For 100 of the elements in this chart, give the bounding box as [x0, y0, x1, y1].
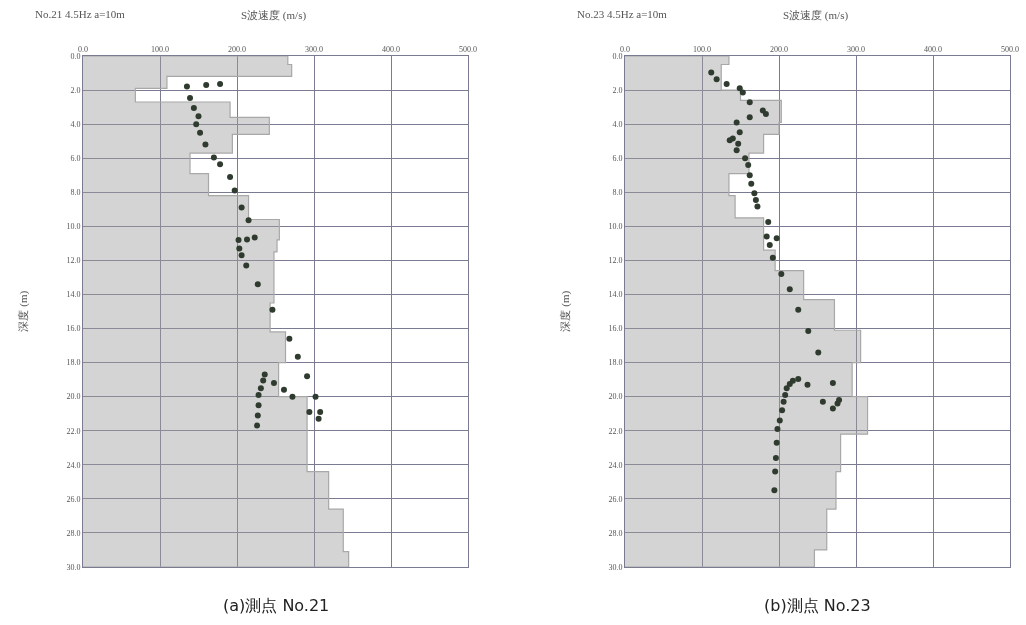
x-tick-label: 400.0 — [924, 44, 942, 54]
point — [254, 281, 261, 288]
point — [708, 69, 715, 76]
x-tick-label: 200.0 — [228, 44, 246, 54]
point — [773, 235, 780, 242]
y-tick-label: 22.0 — [608, 426, 623, 436]
point — [805, 328, 812, 335]
point — [752, 196, 759, 203]
x-tick-label: 300.0 — [305, 44, 323, 54]
y-tick-label: 26.0 — [66, 494, 81, 504]
point — [815, 349, 822, 356]
point — [739, 89, 746, 96]
point — [315, 415, 322, 422]
text: (b)測点 No.23 — [764, 596, 871, 615]
point — [238, 204, 245, 211]
point — [783, 385, 790, 392]
point — [786, 286, 793, 293]
y-tick-label: 8.0 — [70, 188, 81, 198]
x-tick-label: 400.0 — [382, 44, 400, 54]
point — [257, 385, 264, 392]
point — [183, 83, 190, 90]
x-axis-title: S波速度 (m/s) — [783, 9, 849, 22]
y-tick-label: 6.0 — [612, 154, 623, 163]
point — [751, 190, 758, 197]
y-tick-label: 22.0 — [66, 426, 81, 436]
y-tick-label: 10.0 — [66, 222, 81, 232]
x-tick-label: 100.0 — [151, 44, 169, 54]
point — [795, 376, 802, 383]
point — [187, 95, 194, 102]
point — [270, 380, 277, 387]
x-tick-label: 500.0 — [1001, 44, 1019, 54]
point — [312, 393, 319, 400]
point — [769, 254, 776, 261]
y-tick-label: 30.0 — [66, 562, 81, 572]
point — [804, 381, 811, 388]
x-axis-title: S波速度 (m/s) — [241, 9, 307, 22]
y-tick-label: 12.0 — [66, 256, 81, 266]
y-tick-label: 12.0 — [608, 256, 623, 266]
point — [795, 306, 802, 313]
point — [238, 252, 245, 259]
point — [306, 409, 313, 415]
x-tick-label: 500.0 — [459, 44, 477, 54]
y-tick-label: 6.0 — [70, 154, 81, 163]
point — [713, 76, 720, 83]
point — [217, 161, 224, 168]
point — [236, 245, 243, 252]
y-tick-label: 0.0 — [612, 51, 623, 61]
point — [780, 398, 787, 405]
y-tick-label: 2.0 — [612, 85, 623, 95]
point — [254, 412, 261, 419]
point — [197, 129, 204, 136]
point — [782, 391, 789, 398]
y-tick-label: 30.0 — [608, 562, 623, 572]
point — [202, 141, 209, 148]
point — [779, 407, 786, 414]
point — [317, 409, 324, 415]
y-tick-label: 18.0 — [66, 358, 81, 368]
y-tick-label: 14.0 — [608, 290, 623, 300]
point — [733, 119, 740, 126]
point — [261, 371, 268, 378]
point — [772, 454, 779, 461]
point — [286, 335, 293, 342]
y-tick-label: 14.0 — [66, 290, 81, 300]
y-tick-label: 28.0 — [608, 528, 623, 538]
point — [735, 140, 742, 147]
y-tick-label: 24.0 — [66, 460, 81, 470]
y-tick-label: 18.0 — [608, 358, 623, 368]
point — [819, 398, 826, 405]
point — [294, 353, 301, 360]
x-tick-label: 0.0 — [620, 44, 630, 54]
point — [195, 113, 202, 120]
y-tick-label: 4.0 — [612, 119, 623, 129]
point — [786, 381, 793, 388]
chart-title: No.23 4.5Hz a=10m — [577, 8, 668, 20]
point — [244, 236, 251, 243]
point — [772, 468, 779, 475]
y-tick-label: 16.0 — [66, 324, 81, 334]
y-tick-label: 8.0 — [612, 188, 623, 198]
x-tick-label: 300.0 — [847, 44, 865, 54]
point — [771, 487, 778, 494]
y-tick-label: 16.0 — [608, 324, 623, 334]
y-tick-label: 28.0 — [66, 528, 81, 538]
point — [193, 121, 200, 128]
point — [190, 104, 197, 111]
point — [746, 172, 753, 179]
point — [774, 426, 781, 433]
point — [776, 417, 783, 424]
y-tick-label: 2.0 — [70, 85, 81, 95]
x-tick-label: 0.0 — [78, 44, 88, 54]
point — [754, 203, 761, 210]
y-tick-label: 20.0 — [66, 392, 81, 402]
point — [255, 391, 262, 398]
chart-title: No.21 4.5Hz a=10m — [35, 8, 126, 20]
point — [255, 402, 262, 409]
point — [235, 236, 242, 243]
point — [746, 114, 753, 121]
point — [260, 377, 267, 384]
point — [736, 85, 743, 92]
y-tick-label: 0.0 — [70, 51, 81, 61]
point — [765, 219, 772, 226]
